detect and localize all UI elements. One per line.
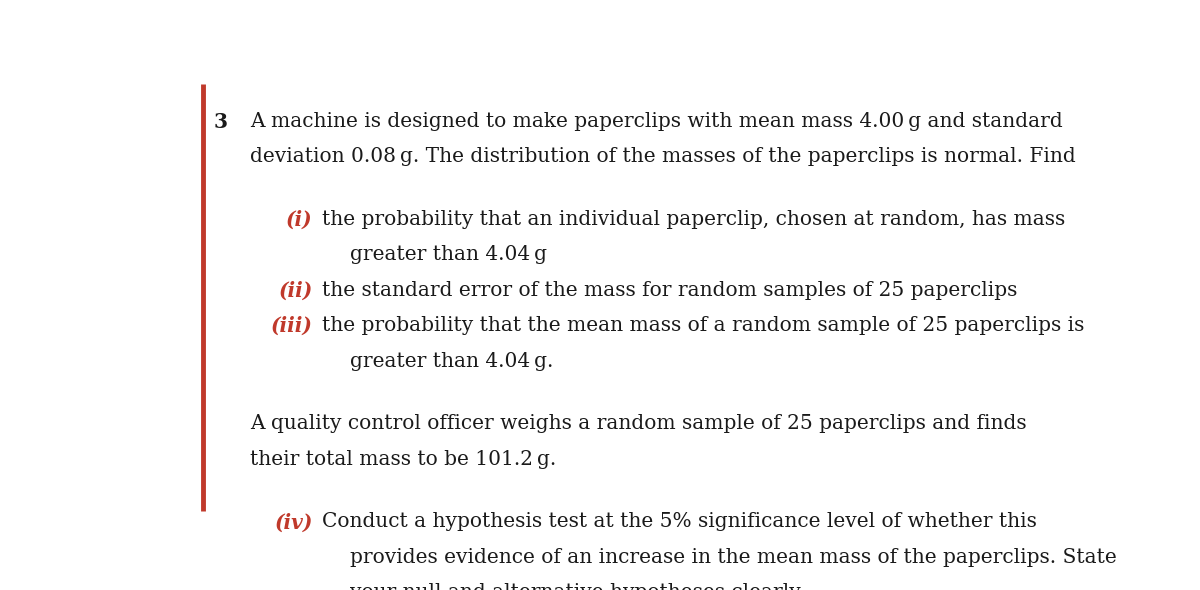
Text: 3: 3 — [214, 112, 227, 132]
Text: A quality control officer weighs a random sample of 25 paperclips and finds: A quality control officer weighs a rando… — [251, 414, 1027, 433]
Text: (iv): (iv) — [275, 512, 313, 532]
Text: (iii): (iii) — [271, 316, 313, 336]
Text: greater than 4.04 g.: greater than 4.04 g. — [350, 352, 553, 371]
Text: greater than 4.04 g: greater than 4.04 g — [350, 245, 547, 264]
Text: the probability that the mean mass of a random sample of 25 paperclips is: the probability that the mean mass of a … — [322, 316, 1085, 335]
Text: (i): (i) — [286, 210, 313, 230]
Text: Conduct a hypothesis test at the 5% significance level of whether this: Conduct a hypothesis test at the 5% sign… — [322, 512, 1037, 532]
Text: your null and alternative hypotheses clearly.: your null and alternative hypotheses cle… — [350, 584, 804, 590]
Text: the standard error of the mass for random samples of 25 paperclips: the standard error of the mass for rando… — [322, 281, 1018, 300]
Text: their total mass to be 101.2 g.: their total mass to be 101.2 g. — [251, 450, 557, 468]
Text: A machine is designed to make paperclips with mean mass 4.00 g and standard: A machine is designed to make paperclips… — [251, 112, 1063, 131]
Text: provides evidence of an increase in the mean mass of the paperclips. State: provides evidence of an increase in the … — [350, 548, 1117, 567]
Text: (ii): (ii) — [278, 281, 313, 301]
Text: the probability that an individual paperclip, chosen at random, has mass: the probability that an individual paper… — [322, 210, 1066, 229]
Text: deviation 0.08 g. The distribution of the masses of the paperclips is normal. Fi: deviation 0.08 g. The distribution of th… — [251, 147, 1076, 166]
